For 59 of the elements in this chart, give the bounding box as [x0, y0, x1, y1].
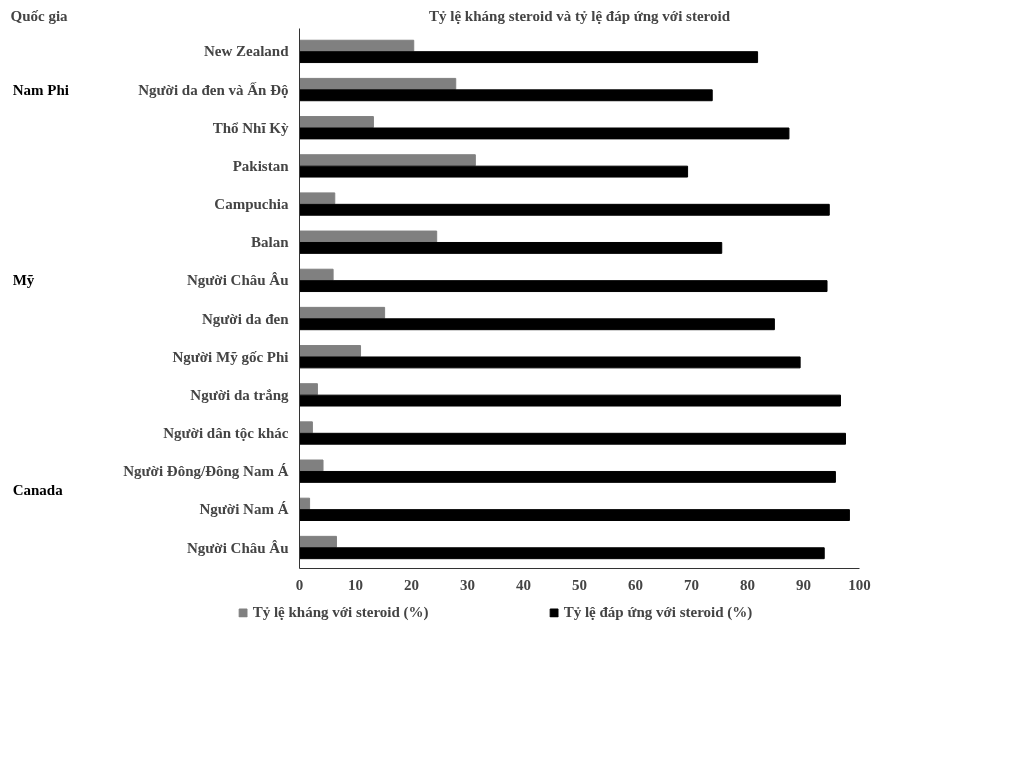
bar	[299, 89, 713, 102]
bar	[299, 116, 374, 128]
x-tick-label: 30	[460, 576, 475, 593]
bar	[299, 127, 790, 140]
y-tick-label: Balan	[250, 234, 290, 251]
legend-label: Tỷ lệ kháng với steroid (%)	[252, 603, 429, 621]
chart-title: Tỷ lệ kháng steroid và tỷ lệ đáp ứng với steroid	[429, 7, 731, 24]
y-tick-label: Người da trắng	[190, 386, 289, 403]
bar	[299, 192, 336, 205]
y-tick-label: Người da đen	[202, 310, 290, 327]
legend-label: Tỷ lệ đáp ứng với steroid (%)	[563, 603, 753, 621]
y-tick-label: Người Châu Âu	[187, 272, 289, 289]
x-tick-label: 40	[516, 576, 531, 593]
bar	[299, 459, 324, 472]
bar	[299, 356, 801, 369]
bar	[299, 318, 775, 331]
x-tick-label: 90	[796, 576, 811, 593]
bar	[299, 421, 313, 434]
text: Nam Phi	[12, 81, 69, 98]
bar	[299, 268, 334, 281]
y-tick-label: Người Nam Á	[199, 501, 289, 518]
bar	[299, 432, 846, 445]
bar	[299, 345, 362, 357]
x-tick-label: 100	[848, 576, 871, 593]
y-tick-label: New Zealand	[203, 43, 290, 60]
text: Mỹ	[12, 272, 35, 289]
bar	[299, 547, 825, 560]
text: Quốc gia	[10, 7, 69, 24]
bar	[299, 203, 830, 216]
bar	[299, 280, 828, 293]
bar	[299, 535, 337, 548]
x-tick-label: 70	[684, 576, 699, 593]
bar	[299, 394, 841, 407]
bar	[299, 470, 836, 483]
bar	[299, 509, 850, 522]
bar	[299, 51, 759, 64]
x-tick-label: 0	[295, 576, 304, 593]
bar	[299, 165, 689, 178]
x-tick-label: 80	[740, 576, 755, 593]
y-tick-label: Người Đông/Đông Nam Á	[123, 463, 289, 480]
y-tick-label: Pakistan	[232, 157, 290, 174]
y-tick-label: Người dân tộc khác	[163, 425, 289, 442]
y-tick-label: Người da đen và Ấn Độ	[138, 81, 289, 98]
bar	[299, 77, 457, 90]
text: Canada	[12, 482, 64, 499]
bar	[299, 242, 723, 254]
y-tick-label: Người Mỹ gốc Phi	[172, 348, 289, 365]
x-tick-label: 10	[348, 576, 363, 593]
x-tick-label: 50	[572, 576, 587, 593]
bar	[299, 306, 386, 319]
y-tick-label: Thổ Nhĩ Kỳ	[212, 119, 289, 136]
y-tick-label: Campuchia	[214, 196, 289, 213]
y-tick-label: Người Châu Âu	[187, 539, 289, 556]
bar	[299, 230, 438, 243]
bar	[299, 154, 476, 167]
x-tick-label: 60	[628, 576, 643, 593]
bar	[299, 39, 415, 52]
x-tick-label: 20	[404, 576, 419, 593]
bar	[299, 383, 318, 396]
